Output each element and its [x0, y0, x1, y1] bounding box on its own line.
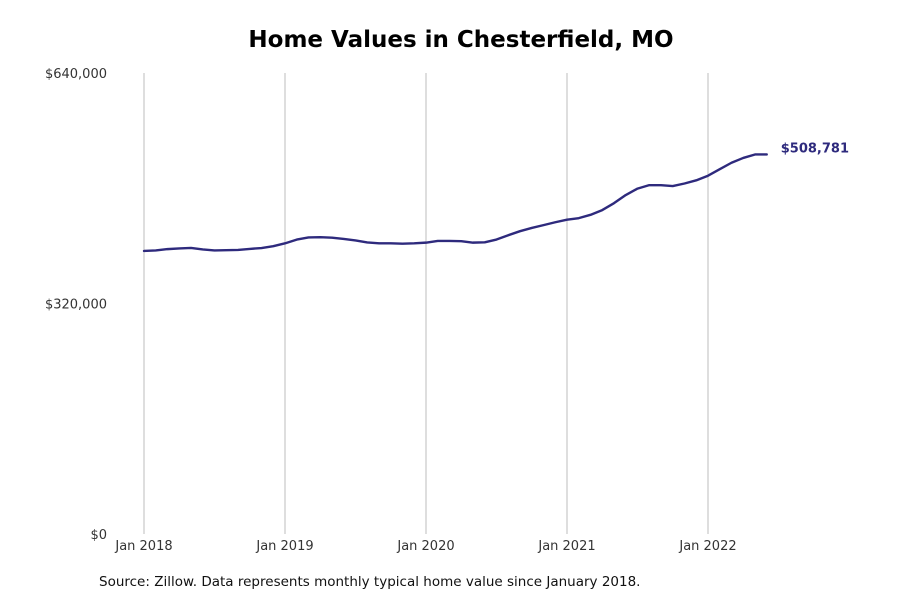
- x-axis: Jan 2018 Jan 2019 Jan 2020 Jan 2021 Jan 2022: [114, 539, 736, 554]
- x-tick-label: Jan 2019: [255, 539, 313, 554]
- y-axis: $0 $320,000 $640,000: [45, 67, 107, 543]
- end-value-label: $508,781: [781, 141, 849, 156]
- series-line: [142, 153, 768, 253]
- x-tick-label: Jan 2020: [396, 539, 454, 554]
- source-note: Source: Zillow. Data represents monthly …: [99, 574, 641, 590]
- y-tick-label: $0: [90, 528, 107, 543]
- y-tick-label: $320,000: [45, 298, 107, 313]
- grid-layer: [143, 73, 709, 534]
- chart-title: Home Values in Chesterfield, MO: [248, 27, 674, 53]
- x-tick-label: Jan 2021: [537, 539, 595, 554]
- series-layer: $508,781: [142, 141, 849, 253]
- y-tick-label: $640,000: [45, 67, 107, 82]
- x-tick-label: Jan 2022: [678, 539, 736, 554]
- x-tick-label: Jan 2018: [114, 539, 172, 554]
